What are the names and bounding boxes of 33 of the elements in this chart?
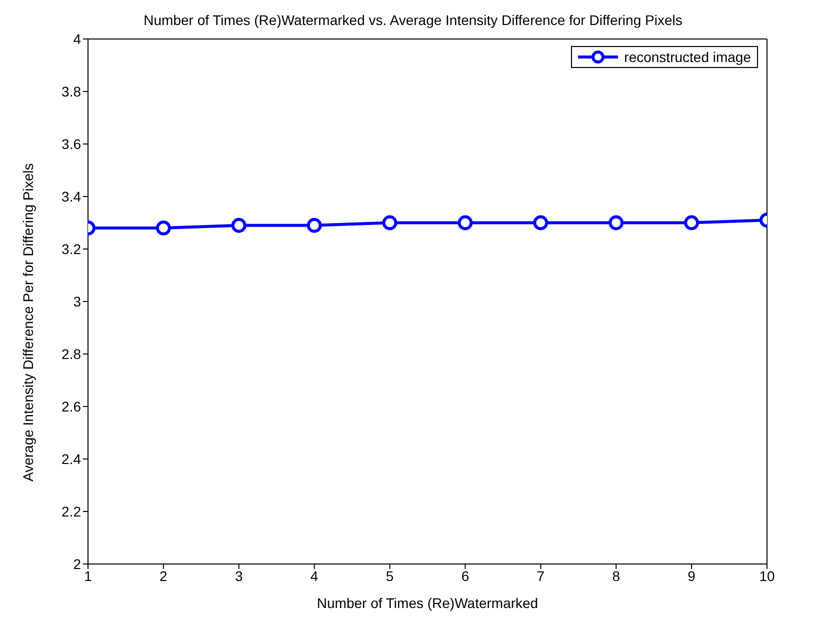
point [156,220,171,236]
point [231,218,246,233]
point [306,218,322,233]
x-tick-label: 10 [759,568,775,584]
y-tick-label: 2.4 [62,450,82,467]
legend-label: reconstructed image [624,49,751,65]
point [458,215,473,230]
y-tick-label: 4 [73,30,82,47]
y-tick-label: 3.8 [62,83,82,100]
y-axis-title: Average Intensity Difference Per for Differing Pixels [20,163,36,482]
point [382,215,398,230]
y-tick-label: 3.6 [62,136,82,152]
y-tick-label: 2.6 [62,398,82,414]
x-tick-label: 7 [536,568,545,584]
y-tick-label: 3.2 [62,240,82,257]
y-tick-label: 2.8 [62,346,82,362]
x-tick-label: 8 [612,568,620,584]
y-tick-label: 2 [73,556,82,572]
point [684,215,700,230]
point [608,215,624,230]
x-axis-title: Number of Times (Re)Watermarked [316,595,538,611]
x-tick-label: 6 [461,568,470,584]
x-tick-label: 4 [310,568,318,584]
y-tick-label: 3 [73,293,82,310]
x-tick-label: 1 [84,568,92,584]
point [533,215,548,230]
chart-title: Number of Times (Re)Watermarked vs. Average Intensity Difference for Differing Pixels [142,12,684,28]
x-tick-label: 5 [386,568,394,584]
x-tick-label: 2 [160,568,168,584]
x-tick-label: 3 [234,568,243,584]
y-tick-label: 2.2 [62,503,82,520]
y-tick-label: 3.4 [62,188,82,204]
x-tick-label: 9 [688,568,696,584]
